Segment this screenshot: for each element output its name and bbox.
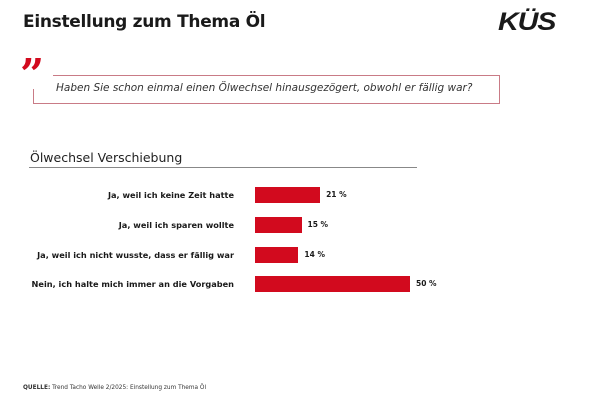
bar — [255, 217, 302, 233]
category-label: Nein, ich halte mich immer an die Vorgab… — [31, 279, 234, 289]
value-label: 14 % — [304, 250, 325, 259]
question-text: Haben Sie schon einmal einen Ölwechsel h… — [56, 82, 473, 94]
category-label: Ja, weil ich nicht wusste, dass er fälli… — [37, 250, 234, 260]
category-label: Ja, weil ich sparen wollte — [118, 220, 234, 230]
question-box-left-edge — [33, 89, 34, 103]
kus-logo: KÜS — [498, 8, 556, 36]
page-title: Einstellung zum Thema Öl — [23, 12, 266, 32]
bar — [255, 276, 410, 292]
bar — [255, 247, 299, 263]
chart-title: Ölwechsel Verschiebung — [30, 150, 183, 165]
quote-icon: ” — [20, 50, 45, 99]
value-label: 15 % — [307, 220, 329, 229]
box-gap — [33, 74, 53, 77]
chart-title-rule — [29, 167, 417, 168]
bar — [255, 187, 321, 203]
category-label: Ja, weil ich keine Zeit hatte — [107, 190, 234, 200]
source-note: QUELLE: Trend Tacho Welle 2/2025: Einste… — [23, 385, 206, 391]
value-label: 21 % — [326, 190, 347, 199]
value-label: 50 % — [416, 279, 437, 288]
source-text: Trend Tacho Welle 2/2025: Einstellung zu… — [50, 385, 207, 391]
question-box — [33, 75, 500, 104]
source-label: QUELLE: — [23, 385, 51, 391]
